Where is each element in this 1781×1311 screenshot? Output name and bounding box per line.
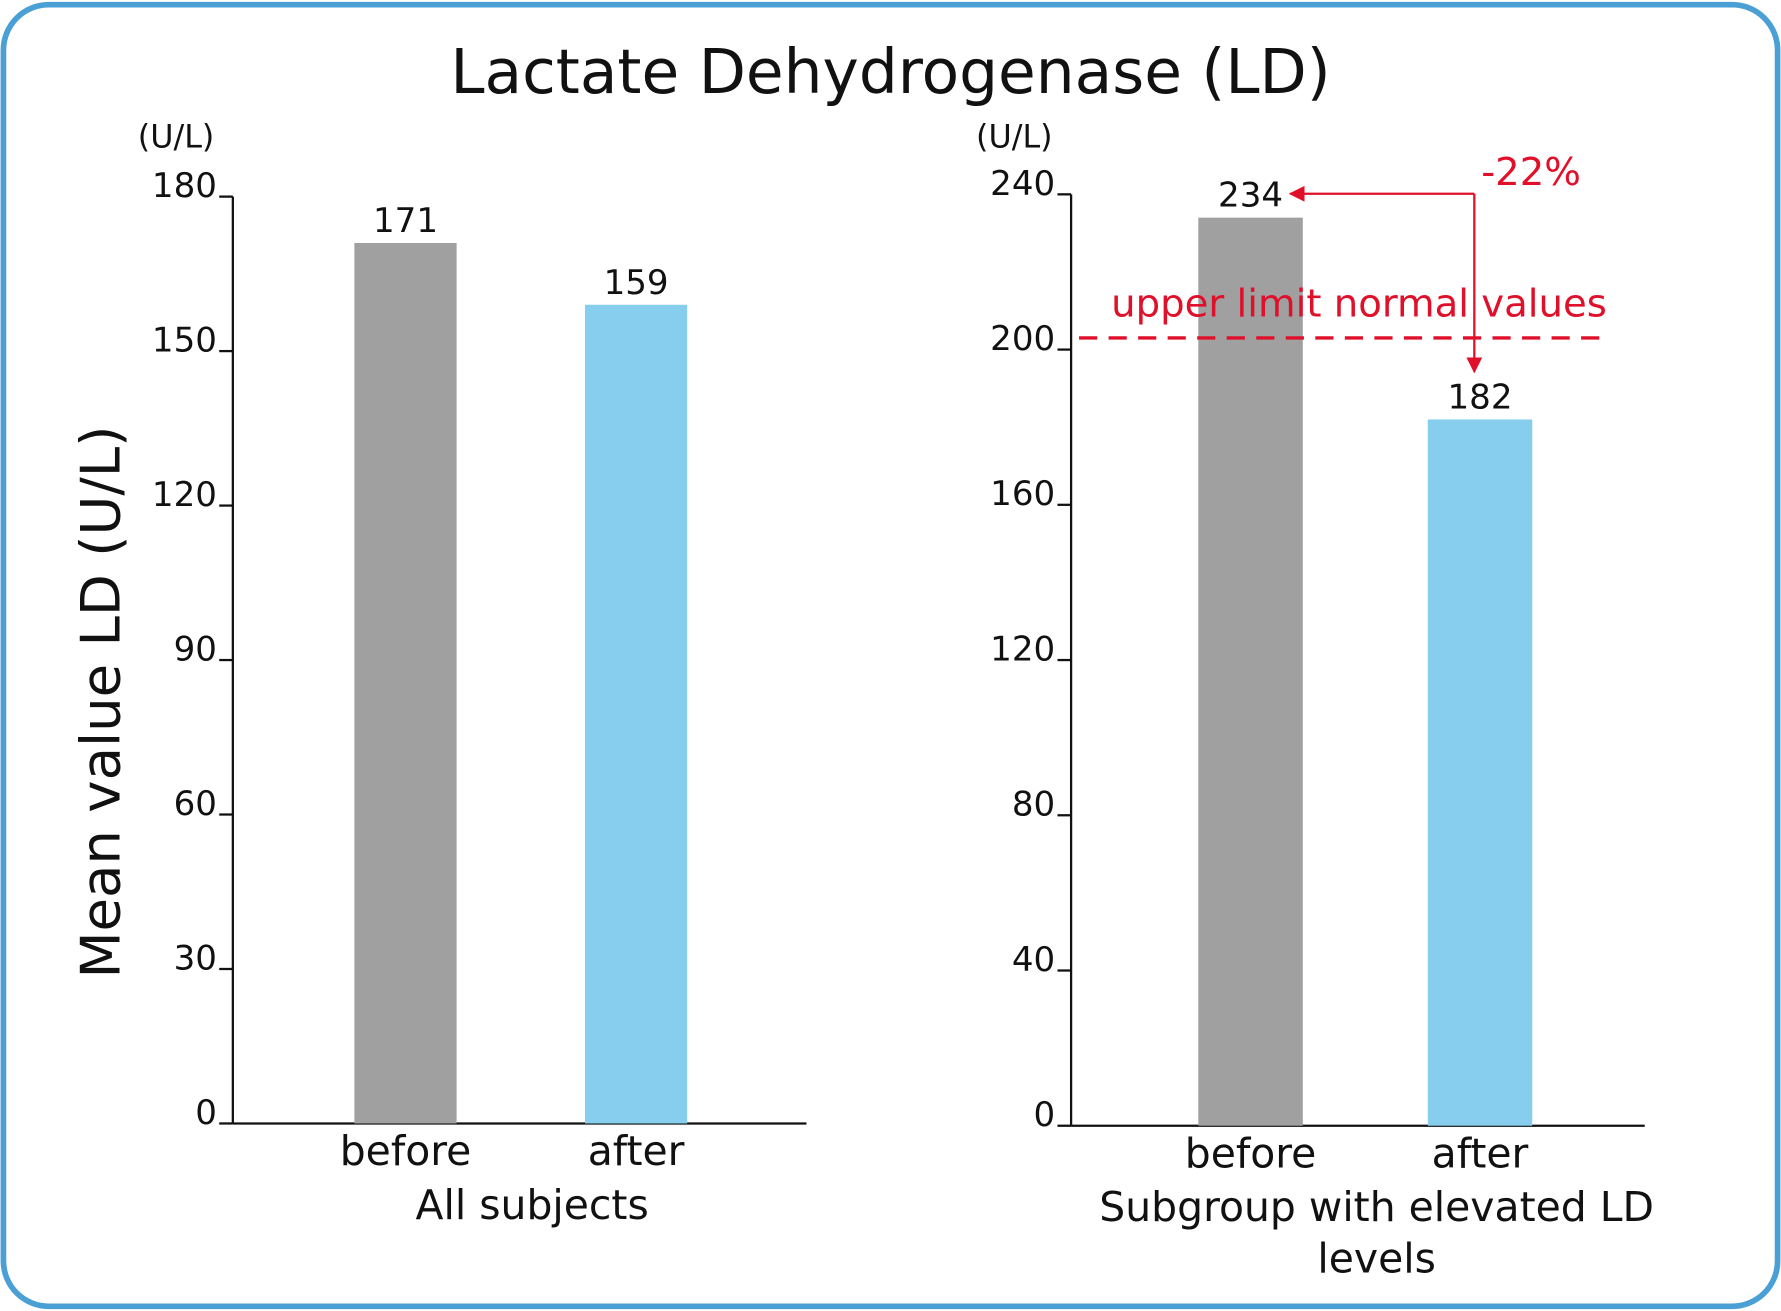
y-tick-label: 60	[174, 784, 217, 824]
y-tick-label: 30	[174, 938, 217, 978]
unit-label: (U/L)	[976, 119, 1053, 156]
x-tick-label: after	[1432, 1129, 1529, 1177]
y-tick-label: 0	[195, 1093, 217, 1133]
change-label: -22%	[1481, 150, 1581, 195]
value-label: 182	[1447, 377, 1512, 417]
x-axis-label-box: All subjects	[415, 1182, 649, 1230]
y-tick-label: 200	[990, 319, 1055, 359]
value-label: 234	[1218, 176, 1283, 216]
value-label: 159	[604, 263, 669, 303]
y-tick-label: 90	[174, 629, 217, 669]
x-tick-label: after	[588, 1127, 685, 1175]
y-tick-label: 240	[990, 164, 1055, 204]
y-tick-label: 120	[990, 629, 1055, 669]
bar	[584, 304, 688, 1124]
bar	[1198, 217, 1303, 1126]
y-tick-label: 40	[1012, 940, 1055, 980]
y-tick-label: 150	[152, 321, 217, 361]
y-tick-label: 160	[990, 474, 1055, 514]
bar	[1427, 419, 1533, 1126]
unit-label: (U/L)	[138, 119, 215, 156]
title: Lactate Dehydrogenase (LD)	[450, 37, 1330, 108]
y-tick-label: 180	[152, 166, 217, 206]
y-tick-label: 80	[1012, 785, 1055, 825]
y-tick-label: 120	[152, 475, 217, 515]
x-axis-label: Subgroup with elevated LD levels	[1099, 1184, 1654, 1283]
x-tick-label: before	[1185, 1129, 1317, 1177]
bar	[354, 242, 457, 1124]
y-axis-label: Mean value LD (U/L)	[69, 426, 133, 979]
y-tick-label: 0	[1034, 1095, 1056, 1135]
x-tick-label: before	[340, 1127, 472, 1175]
value-label: 171	[373, 201, 438, 241]
x-axis-label-box: Subgroup with elevated LD levels	[1099, 1184, 1654, 1283]
reference-label: upper limit normal values	[1111, 282, 1607, 327]
x-axis-label: All subjects	[415, 1182, 649, 1230]
